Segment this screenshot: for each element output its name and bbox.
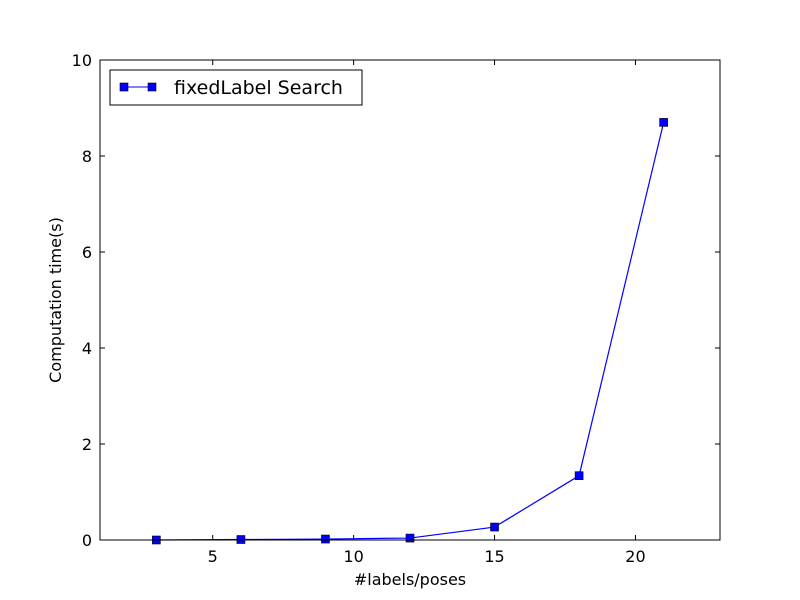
data-point [490, 522, 499, 532]
x-tick-label: 20 [625, 547, 645, 566]
data-point [405, 533, 415, 543]
data-point [574, 471, 584, 480]
x-tick-label: 5 [208, 547, 218, 566]
axes-frame [99, 59, 721, 541]
y-tick-label: 6 [82, 243, 92, 262]
y-tick-label: 0 [82, 531, 92, 550]
data-point [659, 118, 668, 127]
y-tick-label: 8 [82, 147, 92, 166]
x-tick-label: 10 [343, 547, 363, 566]
legend-marker [119, 82, 129, 92]
ticks-layer: 5 10 15 20 0 2 4 6 8 10 [72, 51, 720, 566]
x-axis-label: #labels/poses [354, 570, 466, 589]
legend: fixedLabel Search [109, 69, 363, 106]
x-tick-label: 15 [484, 547, 504, 566]
y-axis-label: Computation time(s) [46, 217, 65, 383]
data-point [321, 534, 330, 544]
y-tick-label: 2 [82, 435, 92, 454]
y-tick-label: 4 [82, 339, 92, 358]
y-tick-label: 10 [72, 51, 92, 70]
legend-label: fixedLabel Search [174, 77, 343, 99]
legend-marker [147, 82, 157, 92]
